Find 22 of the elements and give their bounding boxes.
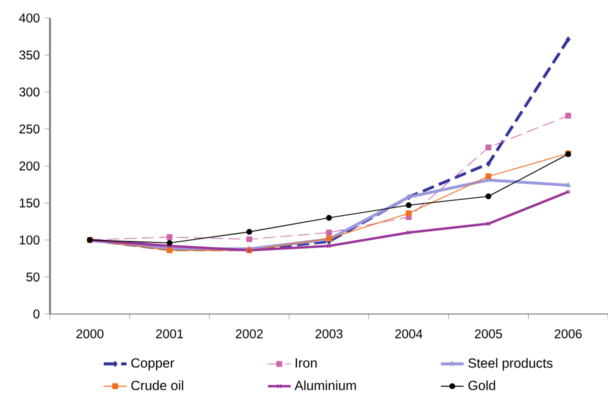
x-tick-label: 2002 bbox=[236, 329, 263, 338]
x-tick-label: 2000 bbox=[76, 329, 104, 338]
y-tick-label: 50 bbox=[26, 272, 40, 282]
legend-label: Copper bbox=[131, 358, 174, 370]
y-tick-label: 150 bbox=[20, 198, 40, 208]
y-tick-label: 300 bbox=[19, 88, 40, 96]
legend-label: Iron bbox=[296, 358, 317, 368]
legend-label: Aluminium bbox=[294, 380, 356, 390]
x-tick-label: 2004 bbox=[395, 329, 422, 338]
x-tick-label: 2005 bbox=[474, 329, 502, 338]
y-tick-label: 350 bbox=[19, 50, 40, 60]
x-tick-label: 2001 bbox=[156, 329, 184, 338]
x-tick-label: 2003 bbox=[316, 329, 343, 338]
x-tick-label: 2006 bbox=[554, 329, 582, 338]
legend-label: Steel products bbox=[468, 358, 553, 370]
legend-label: Gold bbox=[468, 380, 496, 390]
y-tick-label: 100 bbox=[20, 236, 40, 244]
legend-label: Crude oil bbox=[131, 380, 184, 390]
y-tick-label: 0 bbox=[33, 310, 40, 318]
y-tick-label: 250 bbox=[19, 124, 40, 134]
y-tick-label: 400 bbox=[19, 14, 40, 22]
y-tick-label: 200 bbox=[19, 162, 40, 170]
